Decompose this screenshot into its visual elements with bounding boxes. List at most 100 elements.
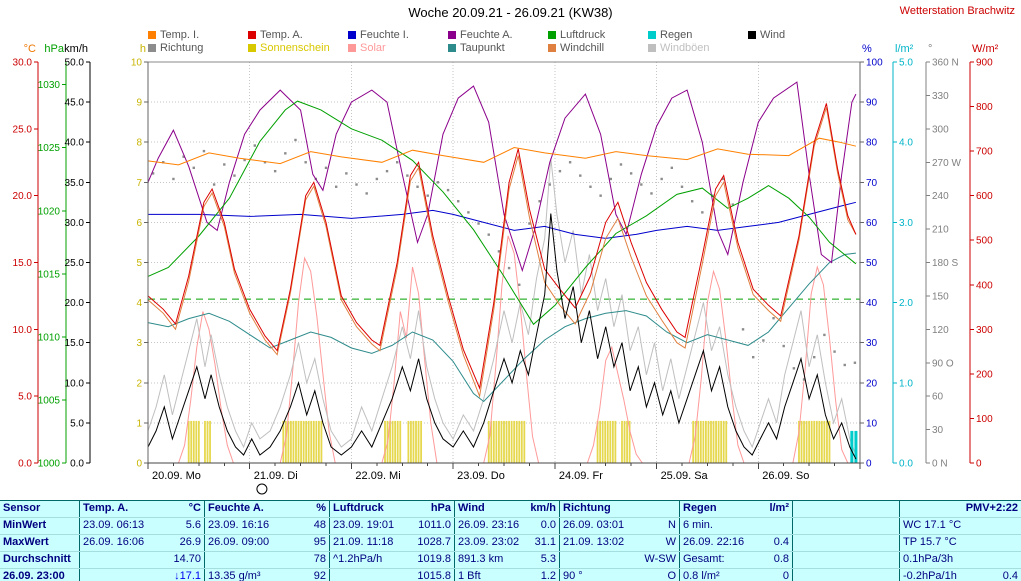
axis-tick-label: 1025 bbox=[38, 143, 61, 154]
table-header-row: Sensor Temp. A. °C Feuchte A.% Luftdruck hPa W… bbox=[0, 501, 1021, 518]
table-cell-wind-l: Wind bbox=[458, 502, 485, 514]
series-temp-aussen bbox=[147, 103, 857, 390]
axis-tick-label: 35.0 bbox=[65, 178, 85, 189]
day-label: 21.09. Di bbox=[254, 470, 298, 482]
axis-tick-label: 8 bbox=[136, 138, 142, 149]
axis-tick-label: 150 bbox=[932, 291, 949, 302]
table-cell-press-v: 1011.0 bbox=[413, 518, 455, 534]
legend-swatch-icon bbox=[248, 30, 256, 39]
table-cell-rain-l: Gesamt: bbox=[683, 553, 725, 565]
axis-tick-label: 40.0 bbox=[65, 138, 85, 149]
legend-item-sonnenschein: Sonnenschein bbox=[248, 41, 348, 54]
axis-tick-label: 5.0 bbox=[18, 392, 32, 403]
table-row: MinWert 23.09. 06:13 5.6 23.09. 16:16 48 23.0… bbox=[0, 518, 1021, 535]
legend-item-windchill: Windchill bbox=[548, 41, 648, 54]
series-windchill bbox=[147, 107, 857, 399]
table-cell-wind-l: 1 Bft bbox=[458, 570, 481, 581]
axis-unit-lm2: l/m² bbox=[895, 43, 914, 55]
legend-item-taupunkt: Taupunkt bbox=[448, 41, 548, 54]
grid bbox=[147, 61, 861, 464]
axis-tick-label: 10.0 bbox=[13, 325, 33, 336]
table-cell-dir-v: O bbox=[640, 569, 680, 581]
table-cell-spacer bbox=[793, 501, 900, 517]
table-cell-press-l: 21.09. 11:18 bbox=[333, 536, 394, 548]
table-cell-hum-v: % bbox=[290, 501, 330, 517]
axis-tick-label: 1020 bbox=[38, 206, 61, 217]
table-cell-dir-v: W bbox=[640, 535, 680, 551]
axis-tick-label: 9 bbox=[136, 98, 142, 109]
table-cell-dir-l bbox=[560, 552, 640, 568]
table-cell-wind-l: 891.3 km bbox=[458, 553, 504, 565]
legend-label: Feuchte A. bbox=[460, 28, 513, 41]
legend-item-wind: Wind bbox=[748, 28, 838, 41]
day-label: 25.09. Sa bbox=[661, 470, 709, 482]
table-cell-rain-v: 0.4 bbox=[750, 535, 793, 551]
axis-tick-label: 60 bbox=[866, 218, 878, 229]
axis-tick-label: 240 bbox=[932, 191, 949, 202]
series-luftdruck bbox=[147, 100, 857, 326]
axis-tick-label: 100 bbox=[976, 414, 993, 425]
axis-tick-label: 4 bbox=[136, 298, 142, 309]
table-cell-press-v: hPa bbox=[413, 501, 455, 517]
legend-label: Richtung bbox=[160, 41, 204, 54]
table-cell-temp-v: 5.6 bbox=[165, 518, 205, 534]
table-cell-hum-l: Feuchte A. bbox=[208, 502, 264, 514]
table-cell-temp-l: Temp. A. bbox=[83, 502, 129, 514]
axis-tick-label: 5 bbox=[136, 258, 142, 269]
axis-tick-label: 500 bbox=[976, 236, 993, 247]
axis-tick-label: 0.0 bbox=[70, 459, 84, 470]
legend-label: Luftdruck bbox=[560, 28, 606, 41]
axis-tick-label: 0 bbox=[136, 459, 142, 470]
axis-tick-label: 7 bbox=[136, 178, 142, 189]
axis-tick-label: 30 bbox=[932, 425, 944, 436]
table-cell-rain-l: Regen bbox=[683, 502, 717, 514]
table-cell-hum-v: 48 bbox=[290, 518, 330, 534]
axis-tempC: 30.0 25.0 20.0 15.0 10.0 5.0 0.0 °C bbox=[13, 43, 39, 470]
legend-swatch-icon bbox=[648, 30, 656, 39]
legend-label: Solar bbox=[360, 41, 386, 54]
table-cell-temp-l bbox=[80, 569, 165, 581]
table-cell-rain-l: 26.09. 22:16 bbox=[683, 536, 745, 548]
axis-tick-label: 270 W bbox=[932, 158, 961, 169]
table-cell-wind-v: 1.2 bbox=[523, 569, 560, 581]
series-feuchte-innen bbox=[148, 201, 857, 239]
axis-unit-deg: ° bbox=[928, 43, 932, 55]
legend-label: Feuchte I. bbox=[360, 28, 409, 41]
series-richtung bbox=[151, 138, 857, 381]
axis-tick-label: 2 bbox=[136, 378, 142, 389]
axis-lm2: 5.0 4.0 3.0 2.0 1.0 0.0 l/m² bbox=[892, 43, 914, 470]
legend-item-temp-a: Temp. A. bbox=[248, 28, 348, 41]
legend-swatch-icon bbox=[448, 43, 456, 52]
table-row: 26.09. 23:00 ↓17.1 13.35 g/m³ 92 1015.8 1 Bft… bbox=[0, 569, 1021, 581]
axis-tick-label: 0.0 bbox=[18, 459, 32, 470]
axis-tick-label: 10 bbox=[866, 418, 878, 429]
axis-tick-label: 70 bbox=[866, 178, 878, 189]
table-cell-spacer bbox=[793, 518, 900, 534]
axis-tick-label: 30 bbox=[866, 338, 878, 349]
axis-tick-label: 800 bbox=[976, 102, 993, 113]
axis-tick-label: 100 bbox=[866, 58, 883, 69]
table-cell-wind-v: 5.3 bbox=[523, 552, 560, 568]
table-cell-rain-v bbox=[750, 518, 793, 534]
axis-tick-label: 5.0 bbox=[70, 418, 84, 429]
table-cell-dir-v: N bbox=[640, 518, 680, 534]
axis-unit-pct: % bbox=[862, 43, 872, 55]
legend-swatch-icon bbox=[248, 43, 256, 52]
table-cell-pmv: PMV+2:22 bbox=[965, 502, 1018, 514]
axis-tick-label: 20 bbox=[866, 378, 878, 389]
axis-unit-wm2: W/m² bbox=[972, 43, 999, 55]
axis-tick-label: 1.0 bbox=[899, 378, 913, 389]
legend-label: Windböen bbox=[660, 41, 710, 54]
series-wind bbox=[147, 213, 857, 460]
legend-label: Temp. I. bbox=[160, 28, 200, 41]
axis-tick-label: 120 bbox=[932, 325, 949, 336]
axis-tick-label: 1015 bbox=[38, 269, 61, 280]
legend-swatch-icon bbox=[748, 30, 756, 39]
table-cell-temp-v: ↓17.1 bbox=[165, 569, 205, 581]
series-regen bbox=[850, 430, 858, 463]
page-title: Woche 20.09.21 - 26.09.21 (KW38) bbox=[408, 5, 613, 20]
legend-swatch-icon bbox=[448, 30, 456, 39]
table-cell-spacer bbox=[793, 535, 900, 551]
